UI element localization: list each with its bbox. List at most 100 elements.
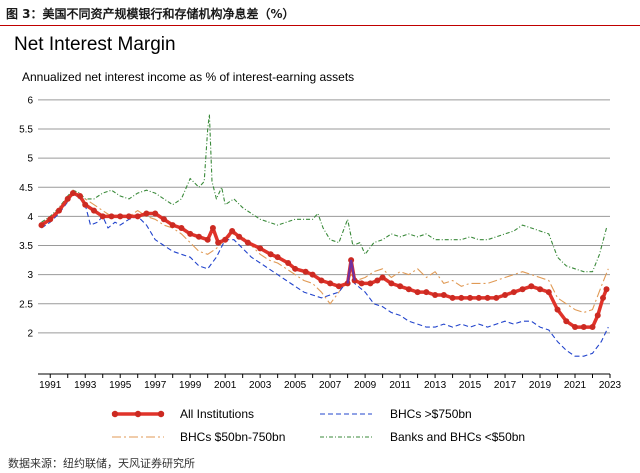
x-tick-label: 2003	[249, 380, 272, 391]
data-point	[379, 274, 386, 281]
data-point	[600, 294, 607, 301]
data-point	[302, 268, 309, 275]
data-point	[47, 216, 54, 223]
data-point	[388, 280, 395, 287]
legend-marker	[111, 410, 119, 418]
series-line-0	[40, 191, 609, 329]
data-point	[204, 236, 211, 243]
data-point	[55, 207, 62, 214]
data-point	[195, 233, 202, 240]
data-point	[528, 283, 535, 290]
data-point	[215, 239, 222, 246]
y-tick-label: 4.5	[19, 183, 33, 194]
y-tick-label: 3	[27, 270, 33, 281]
y-axis-ticks: 2 2.5 3 3.5 4 4.5 5 5.5 6	[19, 95, 33, 339]
data-point	[152, 210, 159, 217]
y-tick-label: 2	[27, 328, 33, 339]
data-point	[169, 222, 176, 229]
data-point	[309, 271, 316, 278]
data-point	[589, 324, 596, 331]
data-point	[554, 306, 561, 313]
x-tick-label: 2021	[564, 380, 587, 391]
data-point	[99, 213, 106, 220]
x-tick-label: 2009	[354, 380, 377, 391]
data-point	[367, 280, 374, 287]
data-point	[76, 193, 83, 200]
x-tick-label: 2017	[494, 380, 517, 391]
data-point	[257, 245, 264, 252]
y-tick-label: 5	[27, 154, 33, 165]
x-tick-label: 2005	[284, 380, 307, 391]
data-point	[358, 280, 365, 287]
source-note: 数据来源：纽约联储，天风证券研究所	[8, 457, 195, 470]
chart-subtitle: Annualized net interest income as % of i…	[22, 70, 354, 84]
data-point	[178, 225, 185, 232]
x-tick-label: 1995	[109, 380, 132, 391]
legend-marker	[134, 410, 142, 418]
data-point	[187, 230, 194, 237]
y-tick-label: 4	[27, 212, 33, 223]
data-point	[397, 283, 404, 290]
data-point	[537, 286, 544, 293]
data-point	[209, 225, 216, 232]
data-point	[374, 277, 381, 284]
legend-label-3: Banks and BHCs <$50bn	[390, 430, 525, 444]
legend-label-2: BHCs $50bn-750bn	[180, 430, 285, 444]
y-tick-label: 5.5	[19, 125, 33, 136]
x-tick-label: 2007	[319, 380, 342, 391]
data-point	[594, 312, 601, 319]
data-point	[580, 324, 587, 331]
data-point	[432, 292, 439, 299]
data-point	[414, 289, 421, 296]
data-point	[572, 324, 579, 331]
x-tick-label: 2013	[424, 380, 447, 391]
series-line-3	[41, 113, 608, 273]
x-axis-ticks: 1991 1993 1995 1997 1999 2001 2003 2005 2007 2009…	[38, 373, 622, 391]
data-point	[108, 213, 115, 220]
data-point	[493, 294, 500, 301]
data-point	[510, 289, 517, 296]
x-tick-label: 2015	[459, 380, 482, 391]
series-lines	[38, 113, 610, 357]
x-tick-label: 2019	[529, 380, 552, 391]
data-point	[244, 239, 251, 246]
x-tick-label: 2001	[214, 380, 237, 391]
data-point	[229, 227, 236, 234]
data-point	[134, 213, 141, 220]
x-tick-label: 1997	[144, 380, 167, 391]
x-tick-label: 2011	[389, 380, 411, 391]
data-point	[440, 292, 447, 299]
data-point	[458, 294, 465, 301]
data-point	[475, 294, 482, 301]
data-point	[117, 213, 124, 220]
series-line-2	[41, 189, 609, 314]
y-tick-label: 2.5	[19, 299, 33, 310]
data-point	[545, 289, 552, 296]
data-point	[502, 292, 509, 299]
data-point	[90, 207, 97, 214]
legend-label-0: All Institutions	[180, 407, 254, 421]
data-point	[236, 233, 243, 240]
series-line-1	[41, 192, 609, 357]
data-point	[64, 195, 71, 202]
data-point	[603, 286, 610, 293]
data-point	[274, 254, 281, 261]
chart-title: Net Interest Margin	[14, 34, 176, 55]
legend: All Institutions BHCs >$750bn BHCs $50bn-7…	[111, 407, 525, 444]
data-point	[285, 259, 292, 266]
data-point	[69, 190, 76, 197]
data-point	[160, 216, 167, 223]
data-point	[292, 265, 299, 272]
data-point	[222, 236, 229, 243]
legend-label-1: BHCs >$750bn	[390, 407, 472, 421]
data-point	[467, 294, 474, 301]
data-point	[484, 294, 491, 301]
data-point	[267, 251, 274, 258]
data-point	[38, 222, 45, 229]
figure-caption: 图 3：美国不同资产规模银行和存储机构净息差（%）	[6, 7, 295, 21]
highlight-2008-spike	[346, 259, 356, 284]
data-point	[423, 289, 430, 296]
data-point	[318, 277, 325, 284]
data-point	[519, 286, 526, 293]
